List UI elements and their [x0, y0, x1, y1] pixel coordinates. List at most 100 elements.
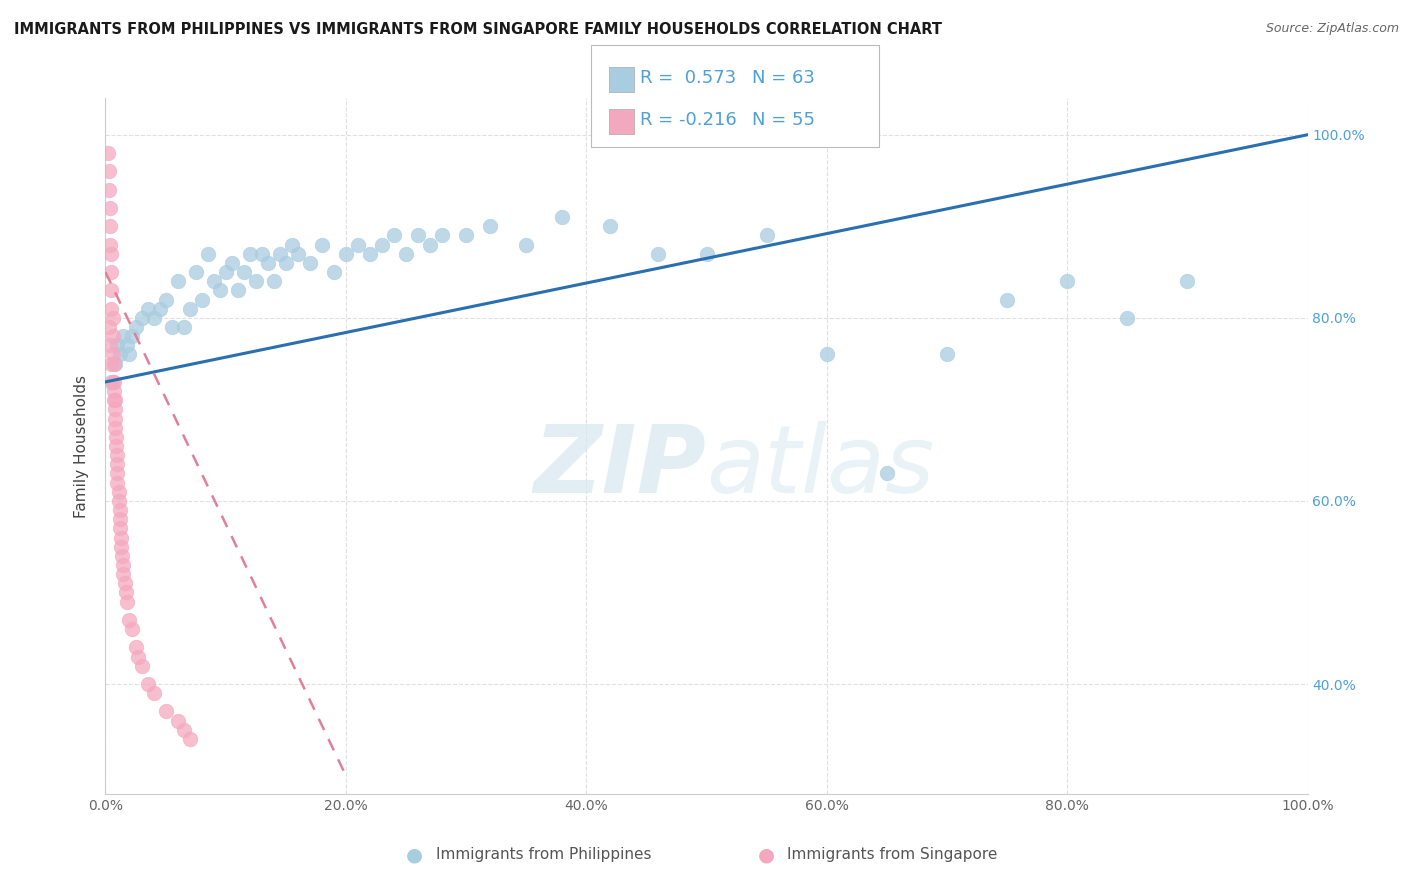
Point [179, 731, 201, 746]
Point [103, 357, 125, 371]
Point [1116, 310, 1139, 325]
Point [298, 256, 321, 270]
Point [111, 549, 134, 563]
Point [103, 393, 125, 408]
Point [281, 237, 304, 252]
Text: IMMIGRANTS FROM PHILIPPINES VS IMMIGRANTS FROM SINGAPORE FAMILY HOUSEHOLDS CORRE: IMMIGRANTS FROM PHILIPPINES VS IMMIGRANT… [14, 22, 942, 37]
Point [173, 320, 195, 334]
Point [127, 649, 149, 664]
Point [98, 183, 121, 197]
Point [124, 320, 146, 334]
Point [936, 347, 959, 361]
Point [190, 293, 212, 307]
Point [107, 458, 129, 472]
Point [110, 531, 132, 545]
Point [214, 265, 236, 279]
Point [115, 338, 138, 352]
Point [287, 246, 309, 260]
Point [382, 228, 405, 243]
Point [250, 246, 273, 260]
Point [197, 246, 219, 260]
Point [136, 677, 159, 691]
Point [107, 475, 129, 490]
Point [107, 467, 129, 481]
Point [208, 284, 231, 298]
Point [103, 375, 125, 389]
Point [136, 301, 159, 316]
Point [647, 246, 669, 260]
Point [97, 146, 120, 161]
Point [155, 705, 177, 719]
Point [115, 594, 138, 608]
Point [406, 228, 429, 243]
Point [551, 210, 574, 224]
Point [98, 237, 121, 252]
Point [110, 540, 132, 554]
Point [121, 329, 143, 343]
Point [98, 164, 121, 178]
Point [696, 246, 718, 260]
Point [166, 714, 188, 728]
Point [108, 512, 131, 526]
Point [815, 347, 838, 361]
Point [104, 357, 127, 371]
Point [395, 246, 418, 260]
Point [1056, 274, 1078, 288]
Point [173, 723, 195, 737]
Point [121, 622, 143, 636]
Point [142, 686, 165, 700]
Text: ●: ● [406, 845, 423, 864]
Point [515, 237, 537, 252]
Point [100, 246, 122, 260]
Point [160, 320, 183, 334]
Point [454, 228, 477, 243]
Point [114, 576, 136, 591]
Point [104, 393, 127, 408]
Point [155, 293, 177, 307]
Point [479, 219, 502, 234]
Point [103, 384, 125, 398]
Point [107, 494, 129, 508]
Point [239, 246, 262, 260]
Point [876, 467, 898, 481]
Point [98, 201, 121, 215]
Text: N = 55: N = 55 [752, 112, 815, 129]
Point [100, 265, 122, 279]
Point [256, 256, 278, 270]
Point [166, 274, 188, 288]
Point [100, 375, 122, 389]
Point [131, 310, 153, 325]
Point [104, 402, 127, 417]
Point [419, 237, 441, 252]
Point [101, 347, 124, 361]
Point [232, 265, 254, 279]
Point [112, 567, 135, 582]
Point [101, 329, 124, 343]
Point [226, 284, 249, 298]
Text: R =  0.573: R = 0.573 [640, 70, 735, 87]
Point [371, 237, 394, 252]
Point [118, 347, 141, 361]
Text: Immigrants from Philippines: Immigrants from Philippines [436, 847, 651, 862]
Text: atlas: atlas [707, 421, 935, 512]
Y-axis label: Family Households: Family Households [75, 375, 90, 517]
Point [124, 640, 146, 655]
Point [118, 613, 141, 627]
Point [104, 420, 127, 434]
Point [269, 246, 291, 260]
Point [599, 219, 621, 234]
Point [100, 284, 122, 298]
Point [105, 430, 128, 444]
Point [311, 237, 333, 252]
Point [131, 658, 153, 673]
Point [142, 310, 165, 325]
Point [263, 274, 285, 288]
Text: Immigrants from Singapore: Immigrants from Singapore [787, 847, 998, 862]
Text: N = 63: N = 63 [752, 70, 815, 87]
Point [221, 256, 243, 270]
Point [101, 310, 124, 325]
Point [100, 301, 122, 316]
Point [108, 347, 131, 361]
Point [335, 246, 357, 260]
Text: Source: ZipAtlas.com: Source: ZipAtlas.com [1265, 22, 1399, 36]
